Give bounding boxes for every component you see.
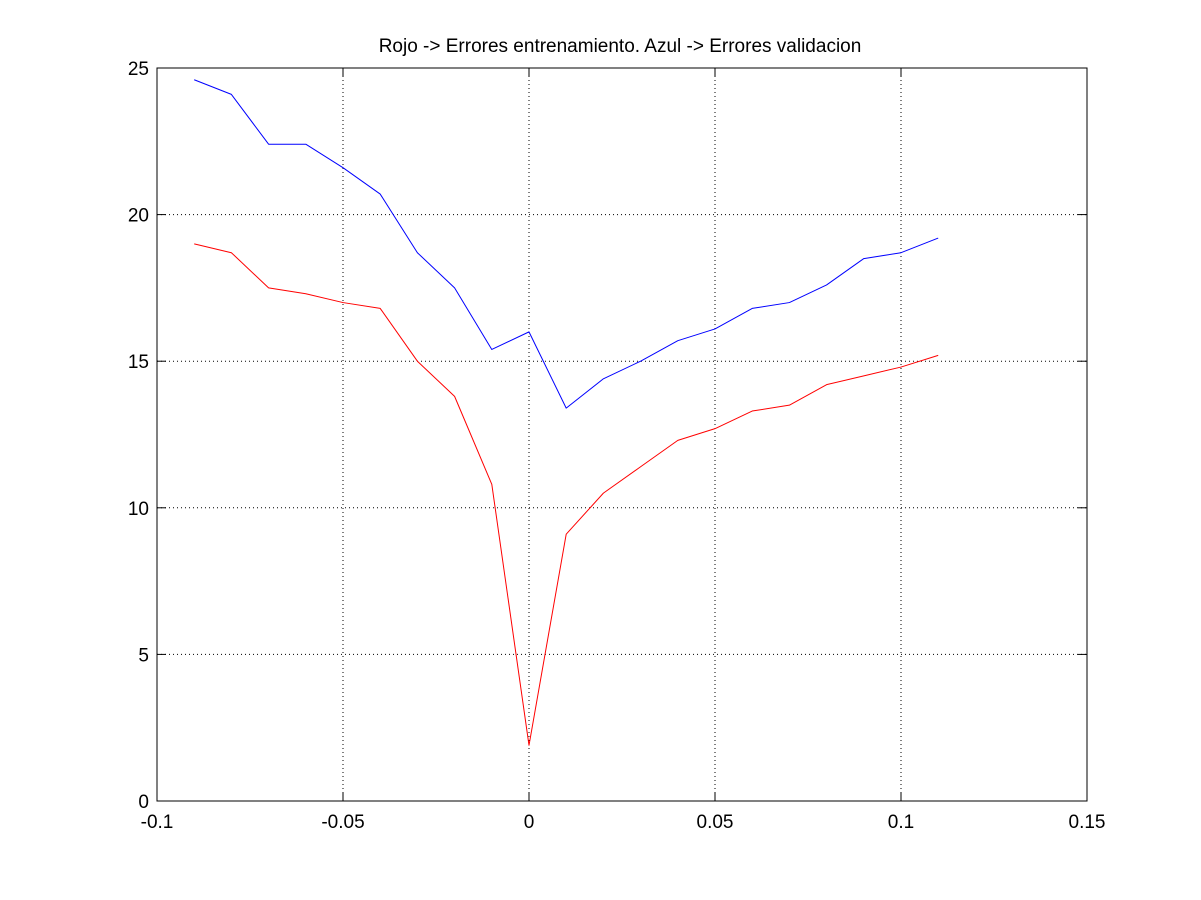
series-group (194, 79, 939, 746)
y-tick-label: 15 (128, 352, 149, 373)
chart-title: Rojo -> Errores entrenamiento. Azul -> E… (379, 36, 862, 57)
series-line-red (194, 243, 939, 746)
series-line-blue (194, 79, 939, 409)
tick-marks (156, 67, 1088, 802)
y-tick-label: 0 (138, 792, 149, 813)
axes-frame (156, 67, 1088, 802)
x-tick-label: -0.1 (141, 812, 174, 833)
y-tick-label: 10 (128, 499, 149, 520)
x-tick-label: 0.05 (697, 812, 734, 833)
x-tick-labels: -0.1 -0.05 0 0.05 0.1 0.15 (141, 812, 1106, 833)
x-tick-label: 0.1 (888, 812, 914, 833)
y-tick-labels: 0 5 10 15 20 25 (128, 59, 149, 813)
x-tick-label: 0 (524, 812, 535, 833)
x-tick-label: -0.05 (321, 812, 364, 833)
y-tick-label: 5 (138, 645, 149, 666)
grid-lines (157, 68, 1087, 801)
x-tick-label: 0.15 (1069, 812, 1106, 833)
y-tick-label: 20 (128, 206, 149, 227)
y-tick-label: 25 (128, 59, 149, 80)
